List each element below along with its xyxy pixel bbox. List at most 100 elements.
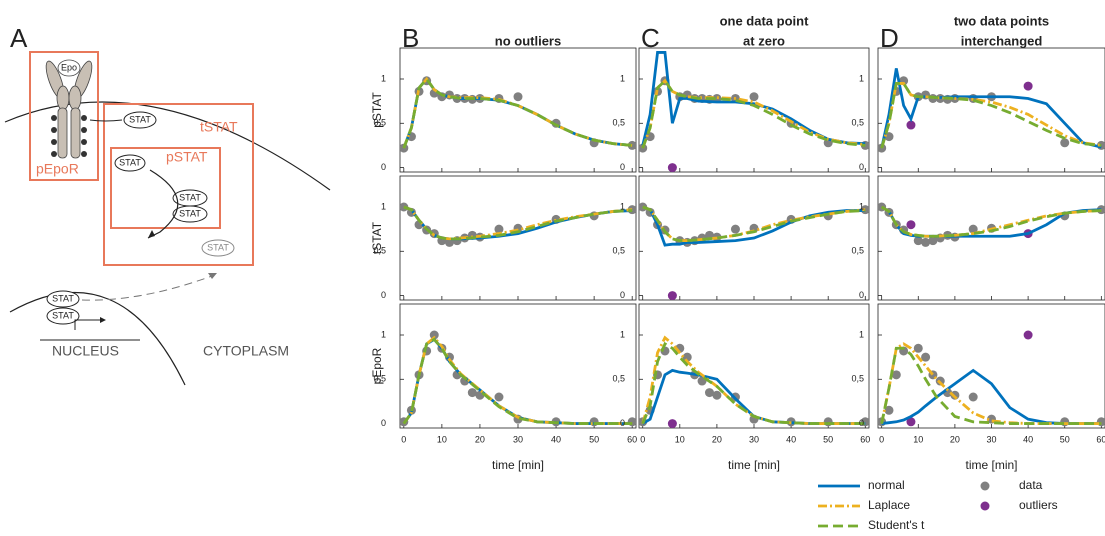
nucleus-label: NUCLEUS [52,343,119,359]
data-point [968,224,978,234]
data-point [891,370,901,380]
y-tick-label: 0 [381,290,386,300]
plot-area [639,202,869,300]
outlier [667,291,677,300]
fit-line [402,337,633,425]
plot-area [400,202,636,247]
legend-label: normal [868,478,905,492]
data-point [884,405,894,415]
y-tick-label: 0,5 [851,246,864,256]
data-point [921,352,931,362]
axes-box [877,303,1105,429]
y-tick-label: 0,5 [612,374,625,384]
outlier [1023,330,1033,340]
outlier [906,220,916,230]
panel-label: C [641,23,660,53]
gene [40,319,140,341]
y-tick-label: 1 [381,73,386,83]
y-tick-label: 1 [381,329,386,339]
box [29,51,99,181]
x-tick-label: 30 [749,434,759,444]
plot-area [400,330,636,427]
stat: STAT [119,157,141,167]
fit-line [642,205,866,243]
outlier [1023,81,1033,91]
data-point [749,92,759,102]
data-point [968,392,978,402]
y-tick-label: 0,5 [373,118,386,128]
data-point [884,132,894,142]
chart-title: interchanged [961,33,1043,48]
fit-line [402,76,633,149]
fit-line [881,368,1102,425]
y-tick-label: 1 [859,73,864,83]
y-tick-label: 1 [620,329,625,339]
x-tick-label: 30 [986,434,996,444]
x-tick-label: 10 [913,434,923,444]
y-tick-label: 0,5 [851,374,864,384]
axes-box [638,47,870,173]
x-tick-label: 40 [551,434,561,444]
data-point [513,92,523,102]
y-tick-label: 0 [859,418,864,428]
plot-area [639,335,869,428]
plot-area [878,68,1105,153]
data-point [928,236,938,246]
legend-label: outliers [1019,498,1058,512]
arrow-head [208,273,217,279]
x-tick-label: 10 [675,434,685,444]
fit-line [402,76,633,149]
fit-line [880,205,1102,238]
fit-line [403,205,633,241]
x-tick-label: 0 [879,434,884,444]
stat-shapes [46,111,235,325]
axes-box [877,175,1105,301]
x-tick-label: 60 [627,434,637,444]
panel-label: D [880,23,899,53]
y-axis-label: tSTAT [370,221,384,254]
stat: STAT [52,310,74,320]
box-label: pSTAT [166,149,208,165]
fit-line [641,78,866,149]
box [103,103,254,266]
axes-box [877,47,1105,173]
y-tick-label: 0,5 [373,374,386,384]
axes-box [638,303,870,429]
nucleus-membrane [9,291,186,386]
x-tick-label: 40 [786,434,796,444]
data-point [494,224,504,234]
y-tick-label: 0 [859,162,864,172]
fit-line [880,346,1102,425]
chart-title: no outliers [495,33,561,48]
chart-title: one data point [720,13,810,28]
receptor [45,59,93,159]
y-tick-label: 0,5 [612,118,625,128]
x-tick-label: 20 [475,434,485,444]
data-point [467,388,477,398]
plot-area [639,51,869,172]
y-tick-label: 0 [620,162,625,172]
y-axis-label: pSTAT [370,92,384,128]
legend-label: Student's t [868,518,925,532]
x-tick-label: 10 [437,434,447,444]
axes-box [399,175,637,301]
x-tick-label: 50 [1060,434,1070,444]
y-tick-label: 0 [859,290,864,300]
plot-area [878,202,1105,247]
stat: STAT [52,293,74,303]
x-tick-label: 0 [640,434,645,444]
cytoplasm-label: CYTOPLASM [203,343,289,359]
y-tick-label: 0 [620,290,625,300]
axes-box [399,47,637,173]
box-label: pEpoR [36,161,79,177]
x-axis-label: time [min] [728,458,780,472]
stat: STAT [179,192,201,202]
x-axis-label: time [min] [492,458,544,472]
stat: STAT [179,208,201,218]
y-tick-label: 0,5 [851,118,864,128]
fit-line [880,342,1102,425]
outlier [667,163,677,172]
x-tick-label: 20 [950,434,960,444]
chart-title: at zero [743,33,785,48]
